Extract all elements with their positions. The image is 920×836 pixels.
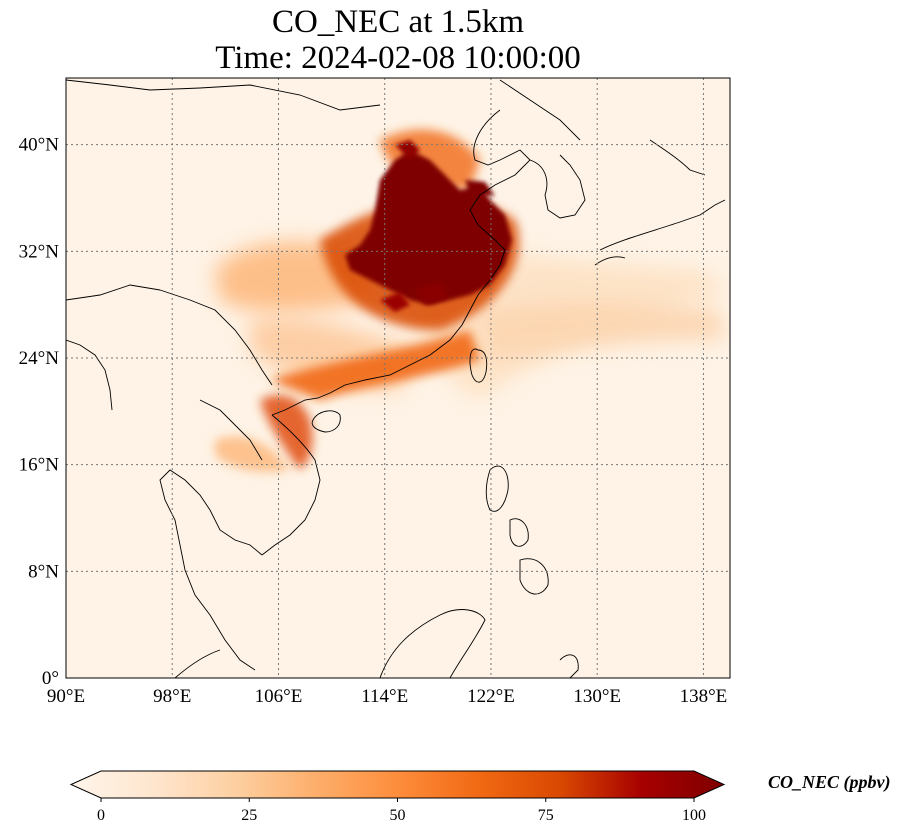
colorbar-tick-label: 75 <box>538 807 554 824</box>
lon-tick-label: 90°E <box>47 686 85 707</box>
colorbar-tick-label: 25 <box>241 807 257 824</box>
lat-tick-label: 0° <box>42 668 59 689</box>
coastlines <box>66 79 726 678</box>
map-frame <box>65 77 731 679</box>
lat-tick-label: 8°N <box>28 561 59 582</box>
concentration-field <box>215 129 730 472</box>
lon-tick-label: 130°E <box>573 686 621 707</box>
lat-tick-labels: 0° 8°N 16°N 24°N 32°N 40°N <box>19 135 60 689</box>
lon-tick-label: 98°E <box>153 686 191 707</box>
map-subtitle-time: Time: 2024-02-08 10:00:00 <box>215 40 581 76</box>
colorbar: 0 25 50 75 100 CO_NEC (ppbv) <box>69 770 891 824</box>
colorbar-tick-label: 50 <box>390 807 406 824</box>
lon-tick-label: 138°E <box>680 686 728 707</box>
lon-tick-label: 106°E <box>255 686 303 707</box>
colorbar-ticks: 0 25 50 75 100 <box>97 798 706 824</box>
colorbar-tick-label: 0 <box>97 807 105 824</box>
lat-tick-label: 40°N <box>19 135 60 156</box>
colorbar-body <box>69 770 726 799</box>
map-title: CO_NEC at 1.5km <box>271 4 525 40</box>
lon-tick-label: 114°E <box>361 686 408 707</box>
lon-tick-label: 122°E <box>467 686 515 707</box>
lat-tick-label: 24°N <box>19 348 60 369</box>
lon-tick-labels: 90°E 98°E 106°E 114°E 122°E 130°E 138°E <box>47 686 727 707</box>
lat-tick-label: 32°N <box>19 241 60 262</box>
lat-tick-label: 16°N <box>19 455 60 476</box>
colorbar-title: CO_NEC (ppbv) <box>768 772 891 793</box>
colorbar-tick-label: 100 <box>682 807 706 824</box>
map-panel <box>65 77 731 679</box>
map-gridlines <box>66 78 730 678</box>
